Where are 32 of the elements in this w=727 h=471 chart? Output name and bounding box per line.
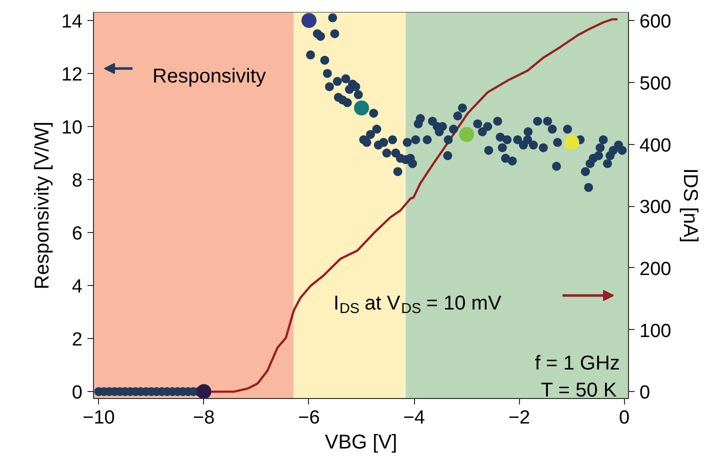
x-axis-title: VBG [V] [324, 432, 398, 454]
x-tick-label: −2 [508, 408, 530, 428]
annotation: T = 50 K [540, 380, 618, 402]
point [459, 126, 474, 142]
x-tick-label: −4 [403, 408, 426, 428]
y-tick-label: 14 [61, 11, 83, 32]
y-tick-label: 6 [72, 224, 83, 245]
y2-tick-label: 0 [640, 382, 650, 404]
y-tick-label: 8 [72, 170, 83, 192]
y-axis-title: Responsivity [V/W] [31, 122, 54, 290]
annotation: f = 1 GHz [534, 352, 620, 374]
y2-tick-label: 100 [640, 320, 672, 342]
point [196, 384, 212, 398]
x-tick-label: −8 [193, 408, 215, 428]
y-tick-label: 12 [61, 64, 83, 86]
y2-axis-title: IDS [nA] [679, 168, 702, 243]
y2-tick-label: 500 [640, 73, 672, 94]
y-tick-label: 0 [72, 382, 83, 404]
x-tick-label: −6 [298, 408, 320, 428]
y2-tick-label: 300 [640, 197, 672, 218]
y-tick-label: 2 [72, 330, 83, 351]
y-tick-label: 4 [72, 276, 83, 298]
x-tick-label: 0 [619, 408, 630, 428]
x-tick-label: −10 [82, 408, 115, 428]
point [564, 134, 580, 150]
y2-tick-label: 600 [640, 12, 672, 33]
y2-tick-label: 400 [640, 135, 672, 156]
point [354, 100, 370, 116]
point [301, 12, 316, 28]
y-tick-label: 10 [61, 117, 83, 138]
y2-tick-label: 200 [640, 258, 672, 280]
legend-label: Responsivity [152, 66, 266, 88]
